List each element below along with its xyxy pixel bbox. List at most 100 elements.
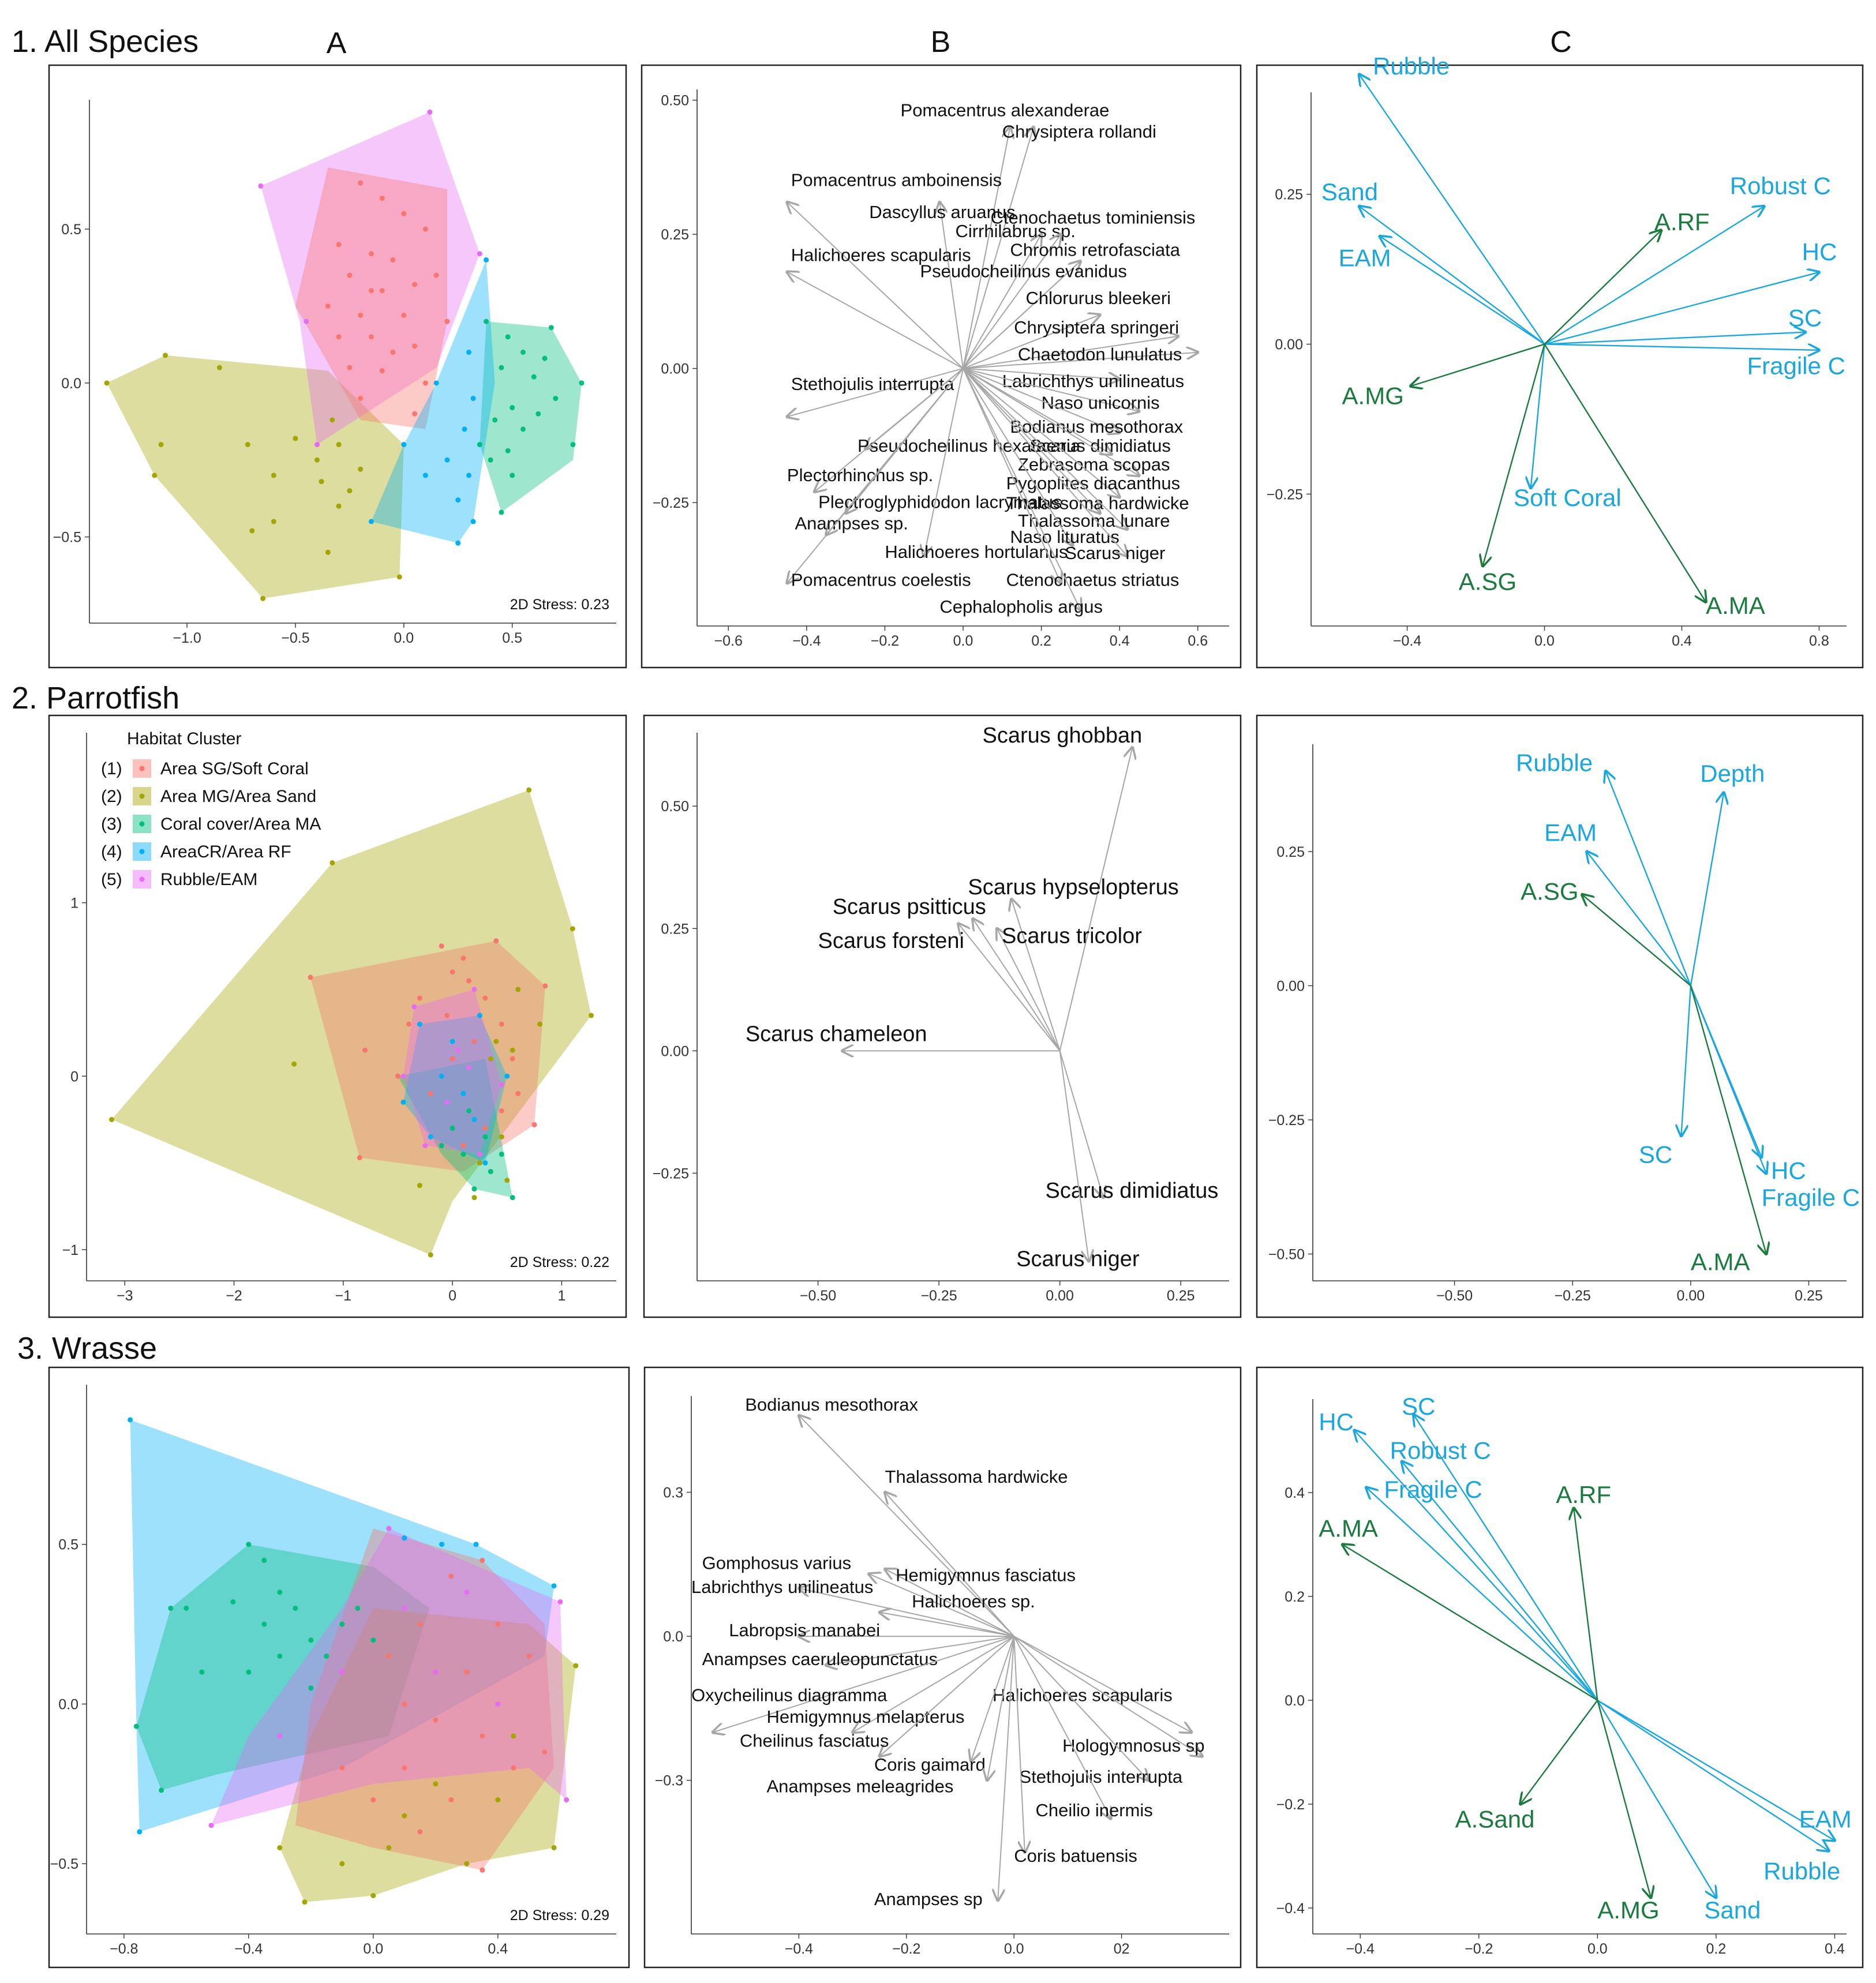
point-cluster-2 [588, 1013, 594, 1018]
vector-label-pseudocheilinus-evanidus: Pseudocheilinus evanidus [920, 261, 1126, 282]
column-title-a: A [327, 27, 347, 60]
point-cluster-4 [504, 1073, 510, 1079]
point-cluster-4 [482, 1160, 488, 1166]
vector-a-sand [1521, 1700, 1598, 1804]
point-cluster-4 [439, 1542, 445, 1547]
hull-cluster-3 [136, 1544, 429, 1790]
vector-label-hc: HC [1319, 1408, 1354, 1435]
point-cluster-1 [417, 1829, 423, 1835]
point-cluster-5 [314, 442, 320, 448]
vector-halichoeres-scapularis [1013, 1636, 1192, 1732]
hull-cluster-5 [211, 1528, 567, 1825]
y-tick-label: 0.3 [663, 1485, 683, 1501]
vector-label-coris-batuensis: Coris batuensis [1014, 1846, 1137, 1866]
vector-label-bodianus-mesothorax: Bodianus mesothorax [745, 1395, 918, 1415]
hull-cluster-4 [403, 1015, 507, 1163]
panel-3a: −0.8 −0.4 0.0 0.4 −0.5 0.0 0.5 2D Stress: 0.29 [48, 1366, 630, 1969]
point-cluster-3 [499, 365, 504, 370]
vector-label-a-mg: A.MG [1342, 382, 1404, 409]
vector-label-labrichthys-unilineatus: Labrichthys unilineatus [691, 1577, 873, 1597]
x-tick-label: 0.2 [1031, 633, 1051, 649]
panels: −1.0 −0.5 0.0 0.5−0.50.00.52D Stress: 0.23−… [48, 53, 1864, 1969]
y-tick-label: 0.50 [661, 93, 689, 109]
legend-item-number: (1) [101, 759, 122, 778]
point-cluster-4 [470, 396, 476, 402]
vector-label-hemigymnus-fasciatus: Hemigymnus fasciatus [896, 1565, 1076, 1585]
vector-oxycheilinus-diagramma [713, 1636, 1014, 1732]
vector-label-scarus-hypselopterus: Scarus hypselopterus [968, 875, 1178, 899]
point-cluster-1 [336, 334, 342, 340]
points [109, 787, 594, 1258]
point-cluster-5 [386, 1525, 392, 1531]
point-cluster-1 [422, 226, 428, 232]
point-cluster-3 [488, 1169, 493, 1175]
point-cluster-4 [128, 1417, 133, 1423]
point-cluster-2 [471, 1195, 477, 1201]
vector-chlorurus-bleekeri [963, 315, 1100, 369]
y-tick-label: 0.5 [58, 1537, 78, 1553]
vector-label-labrichthys-unilineatus: Labrichthys unilineatus [1002, 371, 1184, 391]
legend-item-label: Area MG/Area Sand [160, 787, 316, 806]
x-tick-label: 0.0 [363, 1941, 383, 1957]
vector-label-sc: SC [1788, 304, 1822, 331]
legend-item-label: Rubble/EAM [160, 870, 257, 889]
panel-border [1256, 64, 1864, 669]
panel-3c: −0.4 −0.2 0.0 0.2 0.4 −0.4 −0.2 0.0 0.2 0.4 HC SC Ro… [1256, 1366, 1864, 1969]
y-tick-label: 0.25 [1276, 844, 1305, 860]
point-cluster-1 [531, 1122, 537, 1127]
point-cluster-1 [412, 411, 418, 417]
point-cluster-3 [477, 442, 482, 448]
hull-cluster-1 [295, 1528, 554, 1870]
y-tick-label: −0.4 [1276, 1900, 1305, 1917]
row-title-parrotfish: 2. Parrotfish [12, 681, 179, 715]
point-cluster-4 [470, 519, 476, 524]
vector-naso-lituratus [963, 368, 1073, 546]
vector-coris-batuensis [1013, 1636, 1025, 1852]
vector-label-anampses-meleagrides: Anampses meleagrides [766, 1776, 953, 1797]
vector-label-hc: HC [1802, 238, 1837, 265]
vector-label-rubble: Rubble [1516, 749, 1593, 777]
point-cluster-3 [520, 426, 526, 432]
hull-cluster-3 [480, 321, 582, 512]
y-tick-label: −0.5 [50, 1856, 78, 1872]
legend-swatch-dot [139, 821, 145, 827]
vector-scarus-hypselopterus [1012, 899, 1061, 1051]
point-cluster-2 [277, 1845, 283, 1851]
vector-label-fragile-c: Fragile C [1747, 352, 1845, 379]
panel-3b: −0.4 −0.2 0.0 02 −0.3 0.0 0.3 Bodianus mesothor… [643, 1366, 1242, 1969]
point-cluster-2 [402, 1813, 407, 1819]
y-tick-label: 0.00 [661, 361, 689, 377]
x-tick-label: −0.4 [1346, 1941, 1375, 1957]
point-cluster-1 [368, 251, 374, 257]
vector-label-scarus-tricolor: Scarus tricolor [1002, 924, 1142, 949]
point-cluster-1 [357, 1155, 362, 1161]
point-cluster-2 [249, 528, 255, 534]
vector-cheilinus-fasciatus [879, 1636, 1014, 1756]
y-tick-label: −0.3 [655, 1773, 683, 1789]
point-cluster-1 [444, 1013, 450, 1018]
y-tick-label: 0 [70, 1069, 78, 1085]
x-tick-label: 0.25 [1795, 1288, 1823, 1304]
vector-label-sc: SC [1639, 1141, 1672, 1168]
vector-sand [1597, 1700, 1716, 1898]
point-cluster-3 [184, 1605, 189, 1611]
point-cluster-5 [557, 1599, 563, 1605]
point-cluster-1 [460, 1143, 466, 1149]
vector-label-scarus-niger: Scarus niger [1065, 543, 1165, 563]
column-title-b: B [931, 25, 951, 59]
vector-scarus-niger [1059, 1051, 1089, 1261]
panel-border [48, 714, 627, 1318]
vector-label-a-sg: A.SG [1459, 568, 1516, 595]
y-tick-label: 0.5 [61, 222, 81, 238]
point-cluster-2 [433, 1781, 439, 1787]
y-tick-label: 0.00 [661, 1043, 689, 1059]
point-cluster-4 [551, 1583, 557, 1589]
y-tick-label: −0.50 [1268, 1247, 1305, 1263]
vector-pseudocheilinus-evanidus [963, 261, 1080, 369]
point-cluster-1 [417, 995, 422, 1001]
vector-a-sg [1482, 344, 1545, 567]
panel-2b: −0.50 −0.25 0.00 0.25 −0.25 0.00 0.25 0.50 Scaru… [643, 714, 1242, 1318]
point-cluster-4 [462, 426, 467, 432]
point-cluster-3 [133, 1723, 139, 1729]
x-tick-label: 0.2 [1706, 1941, 1727, 1957]
